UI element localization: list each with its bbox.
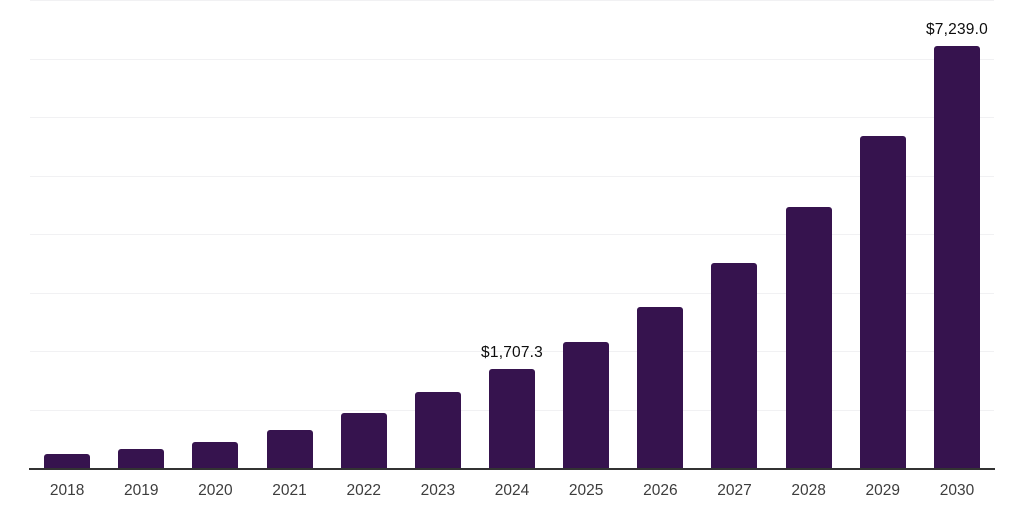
bar-2021	[266, 429, 313, 469]
x-axis-label-2018: 2018	[49, 482, 85, 499]
bar-slot	[104, 1, 178, 469]
gridline	[30, 117, 994, 118]
bar-slot: $7,239.0	[920, 1, 994, 469]
gridline	[30, 0, 994, 1]
x-axis-label-2022: 2022	[346, 482, 381, 499]
bar-slot: $1,707.3	[475, 1, 549, 469]
data-label-2030: $7,239.0	[925, 20, 988, 38]
x-axis-label-2028: 2028	[791, 482, 826, 499]
plot-area: $1,707.3 $7,239.0	[29, 0, 995, 470]
bar-2027	[711, 263, 758, 469]
x-axis-label-2030: 2030	[939, 482, 975, 499]
bar-2029	[859, 135, 906, 469]
bar-2025	[563, 341, 610, 469]
bar-slot	[549, 1, 623, 469]
bar-2019	[118, 449, 165, 469]
bar-2020	[192, 442, 239, 469]
bar-slot	[178, 1, 252, 469]
bar-2018	[44, 454, 91, 469]
bar-slot	[327, 1, 401, 469]
gridline	[30, 234, 994, 235]
bar-2026	[637, 307, 684, 469]
bar-2023	[414, 392, 461, 469]
bar-slot	[30, 1, 104, 469]
bar-slot	[252, 1, 326, 469]
gridline	[30, 292, 994, 294]
data-label-2024: $1,707.3	[481, 344, 543, 362]
bar-2030	[933, 45, 980, 469]
bars-layer: $1,707.3 $7,239.0	[30, 1, 994, 469]
bar-slot	[623, 1, 697, 469]
x-axis-label-2019: 2019	[123, 482, 159, 499]
bar-slot	[772, 1, 846, 469]
x-axis-labels: 2018 2019 2020 2021 2022 2023 2024 2025 2026 2027…	[30, 482, 994, 500]
bar-slot	[846, 1, 920, 469]
x-axis-label-2027: 2027	[717, 482, 752, 499]
x-axis-label-2023: 2023	[420, 482, 456, 499]
x-axis-label-2024: 2024	[494, 482, 530, 499]
gridline	[30, 351, 994, 352]
bar-2028	[785, 207, 832, 469]
x-axis-label-2021: 2021	[272, 482, 307, 499]
gridline	[30, 58, 994, 60]
x-axis-label-2029: 2029	[865, 482, 901, 499]
bar-2022	[340, 413, 387, 469]
x-axis-label-2025: 2025	[568, 482, 604, 499]
x-axis-line	[29, 468, 995, 470]
gridline	[30, 175, 994, 177]
bar-slot	[401, 1, 475, 469]
bar-2024	[489, 369, 536, 469]
x-axis-label-2020: 2020	[198, 482, 233, 499]
bar-slot	[697, 1, 771, 469]
x-axis-label-2026: 2026	[643, 482, 678, 499]
